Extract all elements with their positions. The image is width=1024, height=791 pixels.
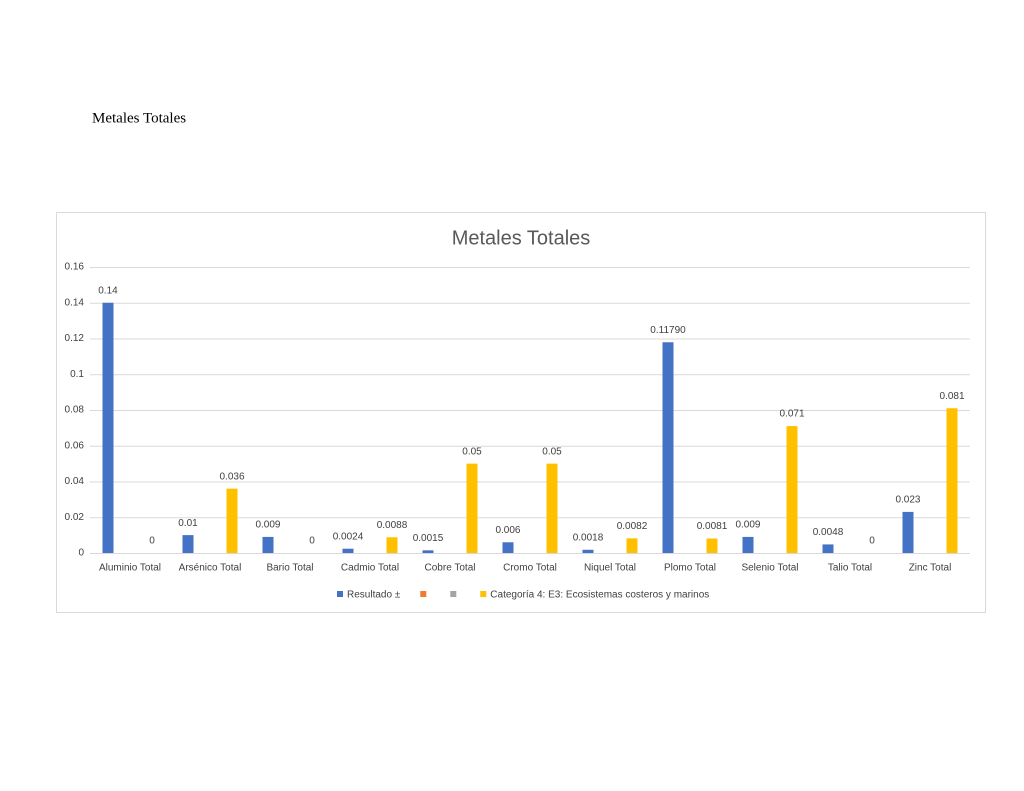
data-label: 0.0048 bbox=[813, 527, 844, 538]
bar bbox=[662, 342, 674, 553]
data-label: 0.14 bbox=[98, 285, 118, 296]
x-tick-label: Cobre Total bbox=[425, 563, 476, 574]
x-tick-label: Bario Total bbox=[266, 563, 313, 574]
bar bbox=[262, 536, 274, 553]
bar bbox=[342, 548, 354, 553]
chart-frame bbox=[56, 212, 986, 613]
data-label: 0.0018 bbox=[573, 532, 604, 543]
bar bbox=[582, 549, 594, 553]
y-tick-label: 0.06 bbox=[65, 440, 85, 451]
x-tick-label: Selenio Total bbox=[741, 563, 798, 574]
legend-swatch bbox=[337, 591, 343, 597]
data-label: 0.0088 bbox=[377, 520, 408, 531]
bar bbox=[742, 536, 754, 553]
x-tick-label: Plomo Total bbox=[664, 563, 716, 574]
x-tick-label: Aluminio Total bbox=[99, 563, 161, 574]
y-tick-label: 0.16 bbox=[65, 262, 85, 273]
chart-title: Metales Totales bbox=[452, 227, 591, 249]
x-tick-label: Arsénico Total bbox=[179, 563, 242, 574]
x-tick-label: Cadmio Total bbox=[341, 563, 399, 574]
x-tick-label: Zinc Total bbox=[909, 563, 952, 574]
bar bbox=[822, 544, 834, 553]
page-heading: Metales Totales bbox=[92, 110, 186, 126]
legend-swatch bbox=[450, 591, 457, 597]
legend-swatch bbox=[480, 591, 487, 597]
legend-label: Categoría 4: E3: Ecosistemas costeros y … bbox=[490, 590, 709, 601]
data-label: 0.0082 bbox=[617, 521, 648, 532]
legend-swatch bbox=[420, 591, 427, 597]
data-label: 0.071 bbox=[779, 409, 804, 420]
data-label: 0 bbox=[309, 536, 315, 547]
data-label: 0.0024 bbox=[333, 531, 364, 542]
bar bbox=[226, 488, 238, 553]
bar bbox=[102, 302, 114, 553]
data-label: 0.11790 bbox=[650, 325, 686, 336]
data-label: 0.01 bbox=[178, 518, 198, 529]
y-tick-label: 0 bbox=[78, 548, 84, 559]
bar bbox=[786, 426, 798, 553]
bar bbox=[182, 535, 194, 553]
bar bbox=[422, 550, 434, 553]
data-label: 0.05 bbox=[542, 446, 562, 457]
bar bbox=[946, 408, 958, 553]
bar bbox=[466, 463, 478, 553]
bar bbox=[706, 538, 718, 553]
data-label: 0.0015 bbox=[413, 533, 444, 544]
x-tick-label: Niquel Total bbox=[584, 563, 636, 574]
y-tick-label: 0.12 bbox=[65, 333, 85, 344]
bar bbox=[502, 542, 514, 553]
y-tick-label: 0.1 bbox=[70, 369, 84, 380]
bar bbox=[902, 511, 914, 553]
bar bbox=[626, 538, 638, 553]
data-label: 0.05 bbox=[462, 446, 482, 457]
data-label: 0.023 bbox=[895, 495, 920, 506]
data-label: 0.009 bbox=[735, 520, 760, 531]
data-label: 0 bbox=[869, 536, 875, 547]
bar bbox=[546, 463, 558, 553]
y-tick-label: 0.02 bbox=[65, 512, 85, 523]
data-label: 0.006 bbox=[495, 525, 520, 536]
data-label: 0.036 bbox=[219, 471, 244, 482]
legend-label: Resultado ± bbox=[347, 590, 401, 601]
y-tick-label: 0.08 bbox=[65, 405, 85, 416]
x-tick-label: Talio Total bbox=[828, 563, 872, 574]
x-tick-label: Cromo Total bbox=[503, 563, 557, 574]
data-label: 0.009 bbox=[255, 520, 280, 531]
bar bbox=[386, 537, 398, 553]
data-label: 0 bbox=[149, 536, 155, 547]
y-tick-label: 0.14 bbox=[65, 297, 85, 308]
y-tick-label: 0.04 bbox=[65, 476, 85, 487]
data-label: 0.0081 bbox=[697, 521, 728, 532]
data-label: 0.081 bbox=[939, 391, 964, 402]
